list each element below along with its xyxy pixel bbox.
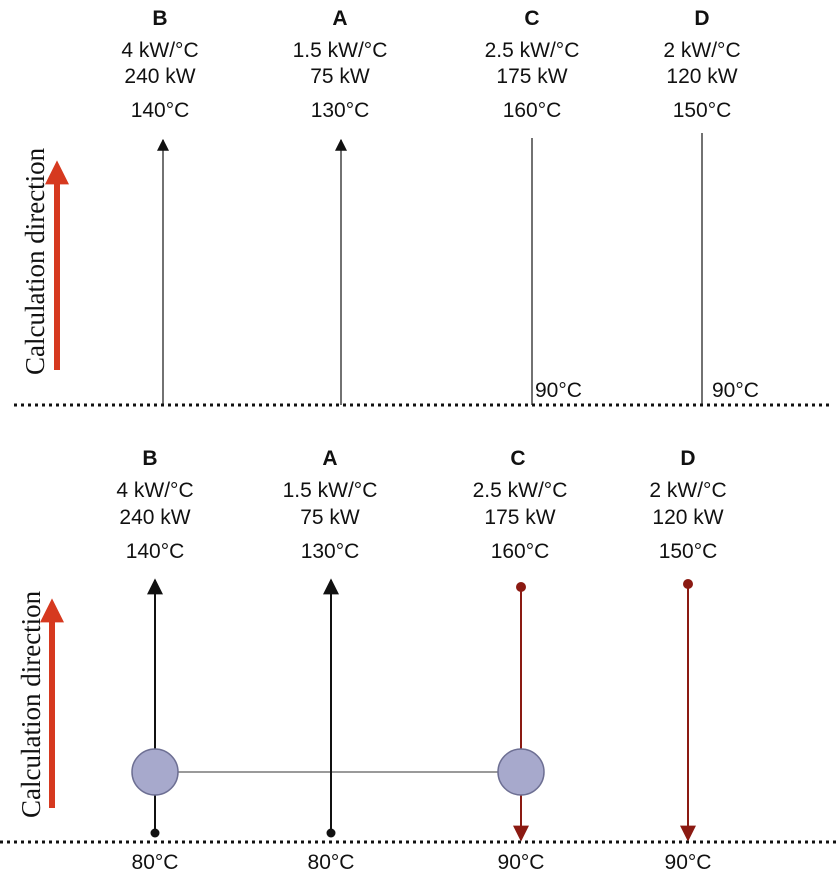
stream-duty: 120 kW	[666, 65, 737, 88]
stream-header-c: C 2.5 kW/°C 175 kW 160°C	[485, 7, 580, 122]
stream-duty: 75 kW	[300, 506, 360, 529]
stream-end-temp-d: 90°C	[712, 379, 759, 402]
stream-temp: 130°C	[301, 540, 360, 563]
stream-cp: 2.5 kW/°C	[473, 479, 568, 502]
stream-temp: 160°C	[503, 99, 562, 122]
stream-temp: 160°C	[491, 540, 550, 563]
stream-name: C	[524, 7, 539, 30]
stream-duty: 75 kW	[310, 65, 370, 88]
stream-name: C	[510, 447, 525, 470]
stream-temp: 130°C	[311, 99, 370, 122]
stream-temp: 150°C	[659, 540, 718, 563]
stream-start-dot-d	[683, 579, 693, 589]
stream-name: B	[142, 447, 157, 470]
stream-header-b: B 4 kW/°C 240 kW 140°C	[121, 7, 198, 122]
bottom-panel: Calculation direction B 4 kW/°C 240 kW 1…	[0, 447, 840, 873]
stream-name: A	[332, 7, 347, 30]
stream-header-a: A 1.5 kW/°C 75 kW 130°C	[293, 7, 388, 122]
stream-cp: 4 kW/°C	[121, 39, 198, 62]
stream-name: D	[694, 7, 709, 30]
stream-duty: 240 kW	[124, 65, 195, 88]
stream-end-temp-b: 80°C	[132, 851, 179, 873]
calc-direction-label: Calculation direction	[20, 147, 50, 375]
stream-name: B	[152, 7, 167, 30]
stream-start-dot-a	[326, 828, 336, 838]
stream-temp: 140°C	[131, 99, 190, 122]
stream-end-temp-c: 90°C	[498, 851, 545, 873]
stream-end-temp-a: 80°C	[308, 851, 355, 873]
stream-cp: 2 kW/°C	[649, 479, 726, 502]
exchanger-node-c[interactable]	[497, 748, 545, 796]
top-panel: Calculation direction B 4 kW/°C 240 kW 1…	[14, 7, 830, 407]
stream-cp: 1.5 kW/°C	[293, 39, 388, 62]
stream-duty: 120 kW	[652, 506, 723, 529]
stream-header-b: B 4 kW/°C 240 kW 140°C	[116, 447, 193, 563]
stream-start-dot-c	[516, 582, 526, 592]
stream-header-d: D 2 kW/°C 120 kW 150°C	[649, 447, 726, 563]
calc-direction-label: Calculation direction	[16, 590, 46, 818]
stream-name: A	[322, 447, 337, 470]
stream-end-temp-c: 90°C	[535, 379, 582, 402]
stream-cp: 1.5 kW/°C	[283, 479, 378, 502]
stream-start-dot-b	[150, 828, 160, 838]
stream-name: D	[680, 447, 695, 470]
stream-header-a: A 1.5 kW/°C 75 kW 130°C	[283, 447, 378, 563]
stream-duty: 240 kW	[119, 506, 190, 529]
stream-header-d: D 2 kW/°C 120 kW 150°C	[663, 7, 740, 122]
stream-temp: 150°C	[673, 99, 732, 122]
stream-header-c: C 2.5 kW/°C 175 kW 160°C	[473, 447, 568, 563]
stream-end-temp-d: 90°C	[665, 851, 712, 873]
stream-temp: 140°C	[126, 540, 185, 563]
stream-duty: 175 kW	[496, 65, 567, 88]
stream-cp: 4 kW/°C	[116, 479, 193, 502]
stream-cp: 2.5 kW/°C	[485, 39, 580, 62]
stream-cp: 2 kW/°C	[663, 39, 740, 62]
stream-duty: 175 kW	[484, 506, 555, 529]
exchanger-node-b[interactable]	[131, 748, 179, 796]
